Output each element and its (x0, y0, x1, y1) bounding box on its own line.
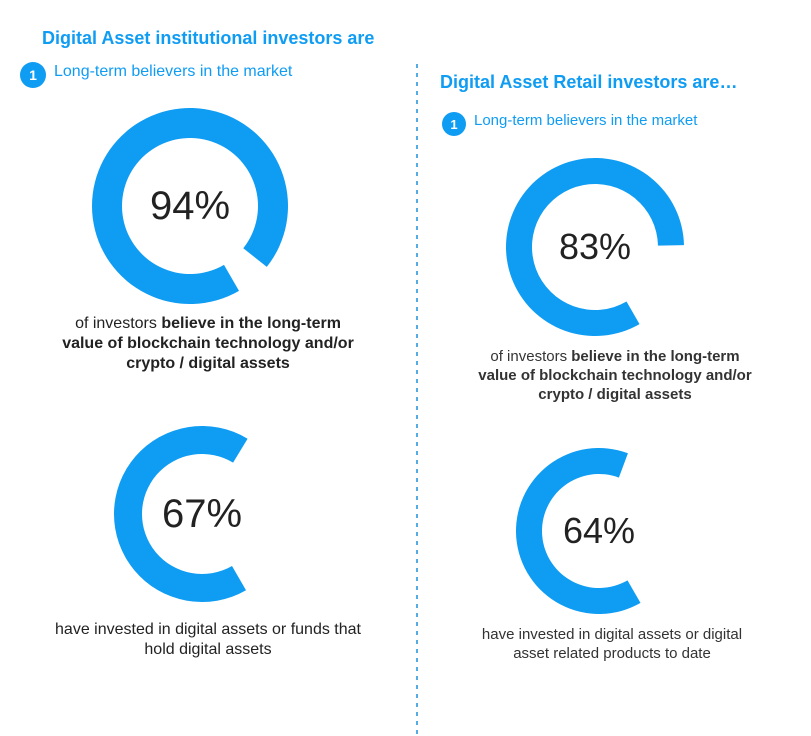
bullet-number-icon: 1 (20, 62, 46, 88)
title-institutional: Digital Asset institutional investors ar… (42, 28, 374, 49)
left-bullet-row: 1 Long-term believers in the market (20, 62, 314, 88)
title-retail: Digital Asset Retail investors are… (440, 72, 737, 93)
bullet-number-icon: 1 (442, 112, 466, 136)
left-donut-2: 67% (114, 426, 290, 602)
right-bullet-label: Long-term believers in the market (474, 112, 704, 130)
donut-center-value: 64% (516, 448, 682, 614)
left-donut-1: 94% (92, 108, 288, 304)
donut-center-value: 94% (92, 108, 288, 304)
vertical-divider (415, 64, 419, 736)
right-bullet-row: 1 Long-term believers in the market (442, 112, 704, 136)
right-caption-2: have invested in digital assets or digit… (462, 626, 762, 664)
left-bullet-label: Long-term believers in the market (54, 62, 314, 81)
donut-center-value: 83% (506, 158, 684, 336)
caption-plain: of investors (490, 348, 571, 365)
donut-center-value: 67% (114, 426, 290, 602)
left-caption-1: of investors believe in the long-term va… (58, 314, 358, 374)
left-caption-2: have invested in digital assets or funds… (48, 620, 368, 660)
right-donut-1: 83% (506, 158, 684, 336)
right-caption-1: of investors believe in the long-term va… (470, 348, 760, 404)
right-donut-2: 64% (516, 448, 682, 614)
caption-plain: of investors (75, 315, 161, 332)
